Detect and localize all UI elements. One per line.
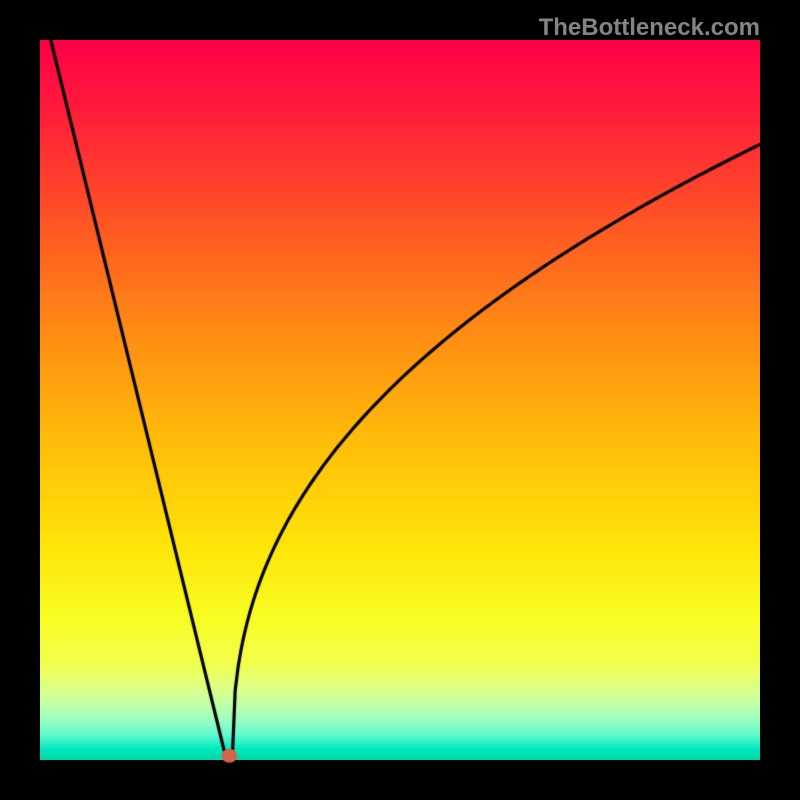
bottleneck-curve-canvas [0,0,800,800]
figure: TheBottleneck.com [0,0,800,800]
watermark-text: TheBottleneck.com [539,14,760,42]
